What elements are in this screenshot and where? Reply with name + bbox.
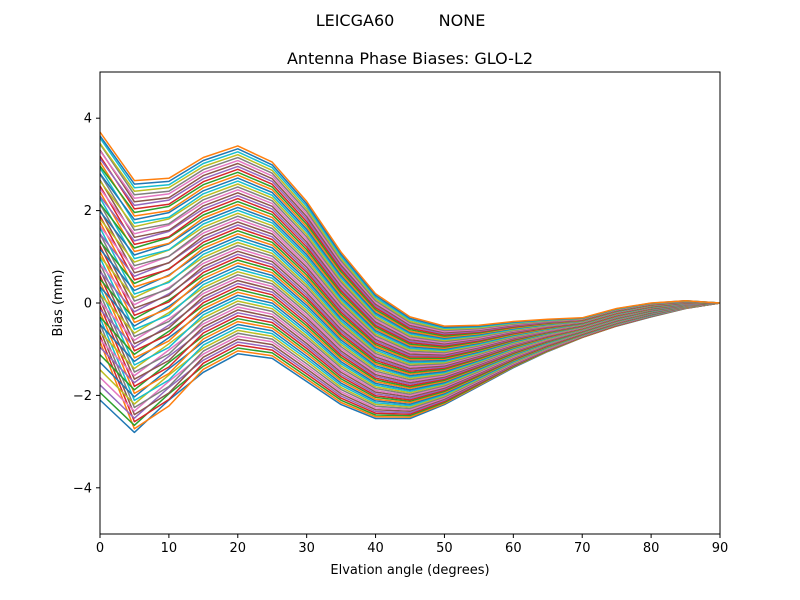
suptitle-right: NONE <box>439 11 486 30</box>
series-line <box>99 131 721 327</box>
x-axis-label: Elvation angle (degrees) <box>330 563 489 578</box>
chart-title: Antenna Phase Biases: GLO-L2 <box>287 49 533 68</box>
y-axis-label: Bias (mm) <box>51 270 66 337</box>
y-tick-label: −2 <box>73 389 92 404</box>
y-tick-label: 2 <box>84 204 92 219</box>
x-tick-label: 10 <box>161 541 178 556</box>
x-tick-label: 50 <box>436 541 453 556</box>
x-tick-label: 60 <box>505 541 522 556</box>
series-layer <box>99 131 721 434</box>
x-tick-label: 40 <box>367 541 384 556</box>
y-tick-label: 0 <box>84 297 92 312</box>
x-tick-label: 70 <box>574 541 591 556</box>
y-tick-label: −4 <box>73 481 92 496</box>
x-tick-label: 20 <box>230 541 247 556</box>
x-tick-label: 30 <box>298 541 315 556</box>
y-tick-label: 4 <box>84 112 92 127</box>
y-axis: −4 −2 0 2 4 <box>73 112 100 496</box>
x-tick-label: 80 <box>643 541 660 556</box>
x-axis: 0 10 20 30 40 50 60 70 80 90 <box>96 534 728 556</box>
suptitle-left: LEICGA60 <box>316 11 395 30</box>
x-tick-label: 0 <box>96 541 104 556</box>
x-tick-label: 90 <box>712 541 729 556</box>
